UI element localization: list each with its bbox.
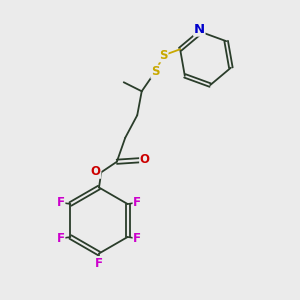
Text: F: F — [133, 232, 141, 245]
Text: F: F — [57, 232, 65, 245]
Text: F: F — [133, 196, 141, 209]
Text: F: F — [57, 196, 65, 209]
Text: S: S — [151, 65, 160, 78]
Text: F: F — [95, 256, 103, 270]
Text: S: S — [159, 49, 168, 62]
Text: O: O — [140, 153, 150, 166]
Text: O: O — [91, 165, 101, 178]
Text: N: N — [194, 23, 205, 36]
